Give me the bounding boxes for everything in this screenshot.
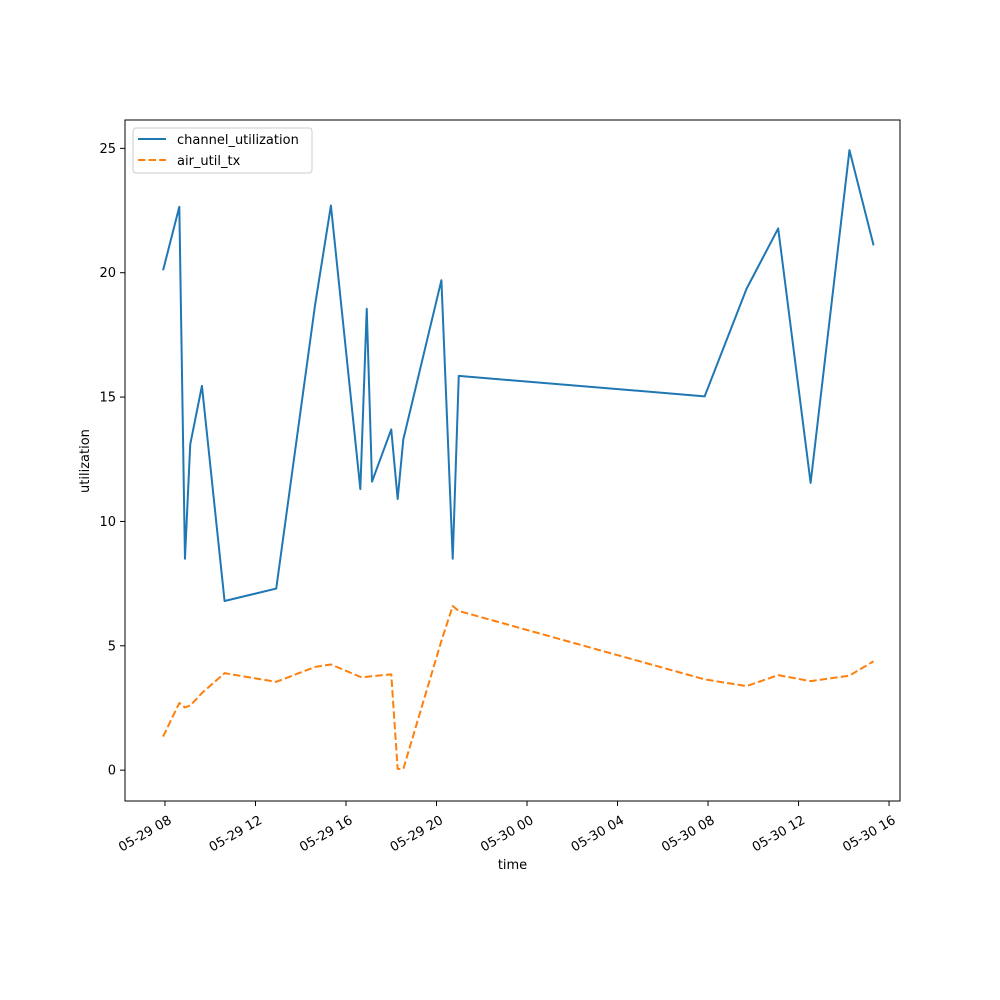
y-tick-label: 5 xyxy=(108,639,116,654)
series-line-air_util_tx xyxy=(162,605,875,770)
x-tick-label: 05-30 00 xyxy=(478,813,536,855)
legend-label: air_util_tx xyxy=(177,154,241,169)
y-tick-label: 10 xyxy=(99,515,116,530)
x-tick-label: 05-29 16 xyxy=(297,813,355,855)
series-line-channel_utilization xyxy=(162,149,875,603)
x-axis-label: time xyxy=(498,858,527,873)
x-tick-label: 05-30 08 xyxy=(659,813,717,855)
axes: 05-29 08 05-29 12 05-29 16 05-29 20 05-30 00… xyxy=(99,119,901,855)
y-tick-label: 25 xyxy=(99,142,116,157)
x-tick-label: 05-30 12 xyxy=(750,813,808,855)
y-tick-label: 20 xyxy=(99,266,116,281)
x-tick-label: 05-30 16 xyxy=(840,813,898,855)
y-tick-label: 0 xyxy=(108,764,116,779)
legend: channel_utilization air_util_tx xyxy=(132,127,313,174)
legend-label: channel_utilization xyxy=(177,133,299,148)
y-axis-label: utilization xyxy=(78,429,93,493)
x-tick-label: 05-29 12 xyxy=(207,813,265,855)
plot-area xyxy=(162,149,875,770)
x-tick-label: 05-29 20 xyxy=(388,813,446,855)
y-tick-label: 15 xyxy=(99,391,116,406)
x-tick-label: 05-29 08 xyxy=(116,813,174,855)
x-tick-label: 05-30 04 xyxy=(569,813,627,855)
plot-frame xyxy=(124,119,901,802)
legend-box xyxy=(132,127,313,174)
